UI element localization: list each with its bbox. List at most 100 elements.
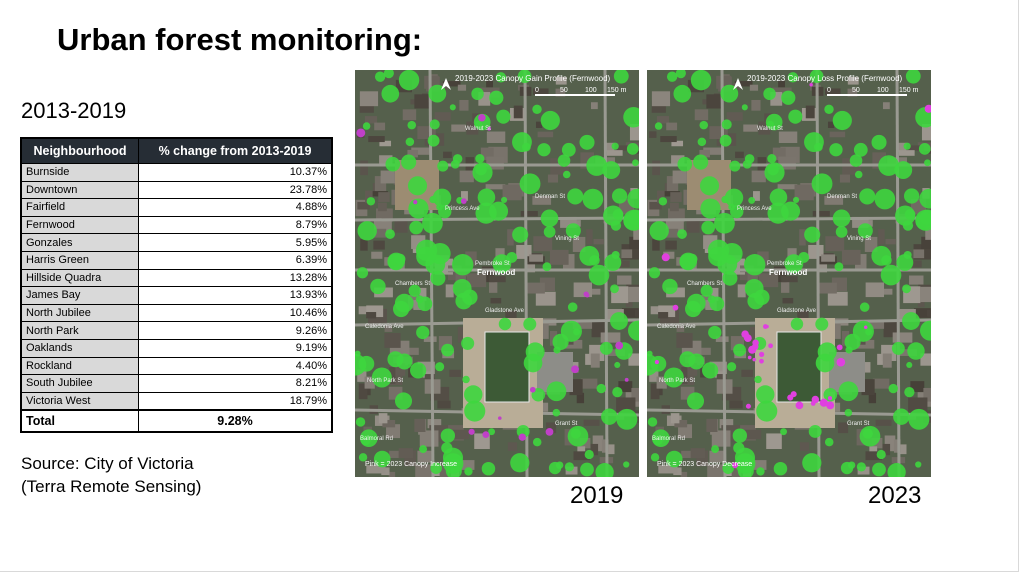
canopy-patch bbox=[425, 254, 446, 275]
canopy-patch bbox=[543, 226, 556, 238]
canopy-patch bbox=[473, 113, 491, 131]
rooftop bbox=[533, 236, 553, 252]
canopy-patch bbox=[804, 132, 824, 152]
change-patch bbox=[745, 403, 751, 409]
street-label: Princess Ave bbox=[737, 206, 772, 212]
canopy-patch bbox=[727, 362, 737, 372]
rooftop bbox=[711, 430, 731, 447]
canopy-patch bbox=[588, 264, 610, 286]
rooftop bbox=[839, 174, 851, 183]
rooftop bbox=[864, 321, 885, 329]
canopy-patch bbox=[419, 445, 428, 454]
canopy-patch bbox=[697, 137, 707, 147]
rooftop bbox=[527, 260, 536, 273]
canopy-patch bbox=[475, 163, 487, 176]
rooftop bbox=[825, 236, 845, 252]
rooftop bbox=[834, 323, 841, 339]
canopy-patch bbox=[767, 163, 779, 176]
rooftop bbox=[358, 306, 370, 315]
canopy-patch bbox=[495, 72, 507, 83]
rooftop bbox=[614, 145, 633, 151]
canopy-patch bbox=[374, 71, 386, 82]
change-patch bbox=[654, 360, 659, 365]
canopy-patch bbox=[623, 107, 639, 128]
canopy-patch bbox=[854, 170, 863, 179]
change-patch bbox=[826, 401, 835, 410]
canopy-patch bbox=[492, 254, 512, 274]
rooftop bbox=[406, 347, 419, 355]
street-label: Denman St bbox=[827, 194, 857, 200]
rooftop bbox=[666, 122, 678, 131]
scale-bar bbox=[827, 94, 907, 96]
rooftop bbox=[818, 282, 837, 294]
rooftop bbox=[419, 430, 439, 447]
year-label-2019: 2019 bbox=[570, 482, 624, 509]
rooftop bbox=[794, 184, 814, 201]
canopy-patch bbox=[496, 109, 511, 124]
canopy-patch bbox=[654, 122, 663, 130]
canopy-patch bbox=[666, 71, 678, 82]
rooftop bbox=[656, 376, 667, 389]
canopy-patch bbox=[464, 385, 483, 404]
canopy-patch bbox=[769, 188, 788, 207]
canopy-patch bbox=[679, 351, 696, 368]
rooftop bbox=[709, 450, 724, 463]
canopy-patch bbox=[859, 188, 876, 205]
canopy-patch bbox=[542, 262, 552, 272]
canopy-patch bbox=[724, 188, 744, 207]
canopy-patch bbox=[358, 453, 368, 462]
rooftop bbox=[741, 429, 762, 440]
canopy-patch bbox=[852, 320, 874, 342]
rooftop bbox=[837, 422, 849, 434]
canopy-gain-map: 2019-2023 Canopy Gain Profile (Fernwood)… bbox=[355, 70, 639, 477]
canopy-patch bbox=[562, 170, 571, 179]
rooftop bbox=[812, 210, 830, 217]
canopy-patch bbox=[387, 351, 404, 368]
neighbourhood-cell: South Jubilee bbox=[20, 374, 139, 393]
canopy-patch bbox=[871, 134, 887, 150]
canopy-patch bbox=[647, 417, 658, 427]
rooftop bbox=[778, 131, 798, 143]
canopy-patch bbox=[743, 254, 766, 276]
canopy-patch bbox=[477, 188, 496, 207]
canopy-patch bbox=[721, 119, 732, 130]
map-legend: Pink = 2023 Canopy Decrease bbox=[657, 461, 752, 468]
rooftop bbox=[707, 464, 725, 477]
canopy-patch bbox=[394, 293, 414, 313]
change-patch bbox=[732, 462, 738, 469]
canopy-patch bbox=[809, 70, 824, 83]
rooftop bbox=[777, 184, 798, 190]
canopy-patch bbox=[417, 296, 433, 312]
scale-label: 100 bbox=[877, 87, 889, 94]
rooftop bbox=[734, 81, 753, 87]
rooftop bbox=[649, 201, 662, 210]
rooftop bbox=[910, 381, 925, 393]
rooftop bbox=[619, 260, 630, 268]
table-row: James Bay 13.93% bbox=[20, 286, 333, 305]
change-value-cell: 6.39% bbox=[138, 250, 333, 270]
rooftop bbox=[542, 323, 549, 339]
rooftop bbox=[549, 249, 569, 265]
rooftop bbox=[415, 464, 433, 477]
rooftop bbox=[674, 419, 688, 428]
canopy-patch bbox=[699, 176, 720, 196]
rooftop bbox=[635, 309, 639, 317]
change-value-cell: 18.79% bbox=[138, 391, 333, 411]
change-patch bbox=[487, 126, 492, 131]
street-label: Caledonia Ave bbox=[365, 324, 404, 330]
table-row: Fernwood 8.79% bbox=[20, 215, 333, 235]
rooftop bbox=[618, 381, 633, 393]
rooftop bbox=[698, 347, 711, 355]
change-patch bbox=[836, 357, 846, 367]
rooftop bbox=[366, 312, 377, 319]
change-patch bbox=[468, 428, 475, 435]
neighbourhood-cell: Rockland bbox=[20, 356, 139, 376]
change-patch bbox=[811, 395, 820, 404]
rooftop bbox=[507, 442, 518, 451]
rooftop bbox=[364, 116, 378, 124]
canopy-patch bbox=[719, 134, 732, 147]
canopy-patch bbox=[512, 226, 529, 243]
change-patch bbox=[585, 293, 590, 298]
rooftop bbox=[925, 225, 931, 240]
rooftop bbox=[666, 176, 679, 192]
